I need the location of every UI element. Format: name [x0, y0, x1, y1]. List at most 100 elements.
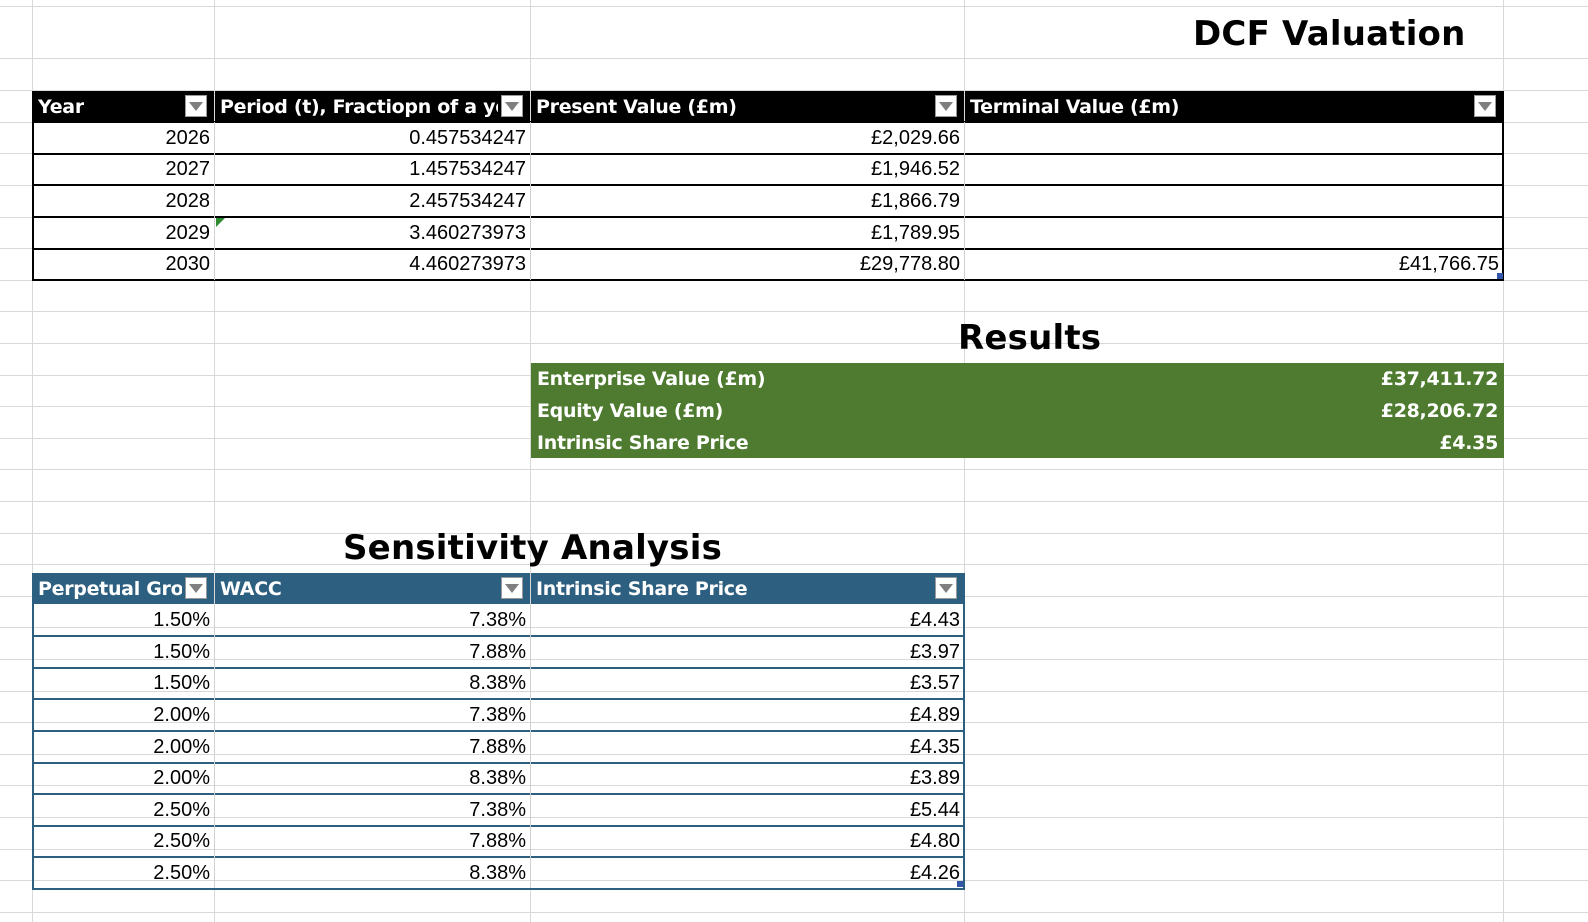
table-column-border [1502, 91, 1504, 280]
table-cell-present-value[interactable]: £1,866.79 [871, 190, 960, 212]
table-cell-wacc[interactable]: 7.38% [469, 799, 526, 821]
table-cell-intrinsic-share-price[interactable]: £3.89 [909, 767, 960, 789]
table-cell-perpetual-growth[interactable]: 2.00% [153, 704, 210, 726]
table-cell-wacc[interactable]: 7.88% [469, 830, 526, 852]
table-column-border [963, 573, 965, 889]
table-cell-year[interactable]: 2026 [165, 127, 211, 149]
dcf-header-year[interactable]: Year [33, 91, 214, 122]
chevron-down-icon [939, 583, 953, 593]
table-cell-terminal-value[interactable] [965, 123, 1503, 154]
grid-row-line [0, 6, 1588, 7]
results-value: £28,206.72 [1380, 400, 1499, 422]
table-cell-intrinsic-share-price[interactable]: £4.80 [909, 830, 960, 852]
results-value: £37,411.72 [1380, 368, 1499, 390]
results-row[interactable]: Intrinsic Share Price £4.35 [531, 427, 1504, 458]
grid-row-line [0, 90, 1588, 91]
filter-dropdown-icon[interactable] [1474, 95, 1496, 117]
filter-dropdown-icon[interactable] [185, 577, 207, 599]
results-row[interactable]: Enterprise Value (£m) £37,411.72 [531, 363, 1504, 395]
table-row-border [32, 153, 1504, 155]
table-cell-wacc[interactable]: 8.38% [469, 672, 526, 694]
table-cell-period[interactable]: 2.457534247 [409, 190, 526, 212]
table-cell-wacc[interactable]: 8.38% [469, 767, 526, 789]
table-cell-perpetual-growth[interactable]: 2.00% [153, 767, 210, 789]
table-cell-intrinsic-share-price[interactable]: £4.43 [909, 609, 960, 631]
grid-column-line [964, 0, 965, 922]
dcf-header-present-value[interactable]: Present Value (£m) [531, 91, 964, 122]
filter-dropdown-icon[interactable] [501, 95, 523, 117]
table-cell-perpetual-growth[interactable]: 1.50% [153, 641, 210, 663]
table-cell-period[interactable]: 1.457534247 [409, 158, 526, 180]
chevron-down-icon [1478, 101, 1492, 111]
table-cell-wacc[interactable]: 8.38% [469, 862, 526, 884]
results-label: Equity Value (£m) [537, 400, 724, 422]
sensitivity-header-perpetual-growth[interactable]: Perpetual Growth [33, 573, 214, 604]
table-cell-perpetual-growth[interactable]: 2.50% [153, 862, 210, 884]
dcf-header-period[interactable]: Period (t), Fractiopn of a year [215, 91, 530, 122]
table-cell-period[interactable]: 3.460273973 [409, 222, 526, 244]
green-triangle-icon[interactable] [216, 218, 225, 227]
filter-dropdown-icon[interactable] [935, 577, 957, 599]
table-column-border [530, 604, 531, 888]
chevron-down-icon [939, 101, 953, 111]
table-column-border [214, 122, 215, 280]
filter-dropdown-icon[interactable] [501, 577, 523, 599]
grid-column-line [32, 0, 33, 922]
table-cell-present-value[interactable]: £1,789.95 [871, 222, 960, 244]
table-cell-wacc[interactable]: 7.38% [469, 704, 526, 726]
table-cell-intrinsic-share-price[interactable]: £4.89 [909, 704, 960, 726]
table-row-border [32, 216, 1504, 218]
sensitivity-analysis-title: Sensitivity Analysis [343, 528, 723, 568]
table-cell-year[interactable]: 2030 [165, 253, 211, 275]
table-row-border [32, 793, 965, 795]
table-cell-perpetual-growth[interactable]: 2.50% [153, 799, 210, 821]
table-cell-perpetual-growth[interactable]: 2.50% [153, 830, 210, 852]
table-cell-intrinsic-share-price[interactable]: £4.35 [909, 736, 960, 758]
table-cell-wacc[interactable]: 7.38% [469, 609, 526, 631]
results-row[interactable]: Equity Value (£m) £28,206.72 [531, 395, 1504, 427]
sensitivity-header-intrinsic-share-price[interactable]: Intrinsic Share Price [531, 573, 964, 604]
table-cell-year[interactable]: 2029 [165, 222, 211, 244]
table-cell-period[interactable]: 4.460273973 [409, 253, 526, 275]
table-row-border [32, 888, 965, 890]
sensitivity-header-wacc[interactable]: WACC [215, 573, 530, 604]
table-cell-wacc[interactable]: 7.88% [469, 736, 526, 758]
dcf-header-terminal-value-label: Terminal Value (£m) [970, 95, 1180, 118]
table-cell-present-value[interactable]: £1,946.52 [871, 158, 960, 180]
table-resize-handle-icon[interactable] [1497, 273, 1503, 279]
table-cell-wacc[interactable]: 7.88% [469, 641, 526, 663]
table-cell-year[interactable]: 2027 [165, 158, 211, 180]
table-cell-intrinsic-share-price[interactable]: £3.57 [909, 672, 960, 694]
table-cell-intrinsic-share-price[interactable]: £4.26 [909, 862, 960, 884]
chevron-down-icon [505, 583, 519, 593]
table-cell-perpetual-growth[interactable]: 1.50% [153, 609, 210, 631]
grid-row-line [0, 912, 1588, 913]
table-cell-year[interactable]: 2028 [165, 190, 211, 212]
chevron-down-icon [189, 583, 203, 593]
dcf-header-terminal-value[interactable]: Terminal Value (£m) [965, 91, 1503, 122]
table-cell-intrinsic-share-price[interactable]: £3.97 [909, 641, 960, 663]
table-cell-perpetual-growth[interactable]: 2.00% [153, 736, 210, 758]
table-resize-handle-icon[interactable] [957, 881, 963, 887]
chevron-down-icon [505, 101, 519, 111]
table-row-border [32, 248, 1504, 250]
table-cell-present-value[interactable]: £2,029.66 [871, 127, 960, 149]
table-row-border [32, 667, 965, 669]
table-cell-period[interactable]: 0.457534247 [409, 127, 526, 149]
dcf-header-period-label: Period (t), Fractiopn of a year [220, 95, 498, 118]
table-cell-present-value[interactable]: £29,778.80 [859, 253, 960, 275]
table-column-border [964, 122, 965, 280]
filter-dropdown-icon[interactable] [185, 95, 207, 117]
grid-row-line [0, 659, 1588, 660]
table-cell-terminal-value[interactable]: £41,766.75 [1398, 253, 1499, 275]
table-cell-perpetual-growth[interactable]: 1.50% [153, 672, 210, 694]
results-title: Results [958, 318, 1102, 358]
table-cell-terminal-value[interactable] [965, 186, 1503, 217]
table-cell-terminal-value[interactable] [965, 218, 1503, 249]
table-cell-terminal-value[interactable] [965, 154, 1503, 185]
dcf-valuation-title: DCF Valuation [1193, 14, 1466, 54]
table-cell-intrinsic-share-price[interactable]: £5.44 [909, 799, 960, 821]
grid-row-line [0, 849, 1588, 850]
grid-row-line [0, 58, 1588, 59]
filter-dropdown-icon[interactable] [935, 95, 957, 117]
